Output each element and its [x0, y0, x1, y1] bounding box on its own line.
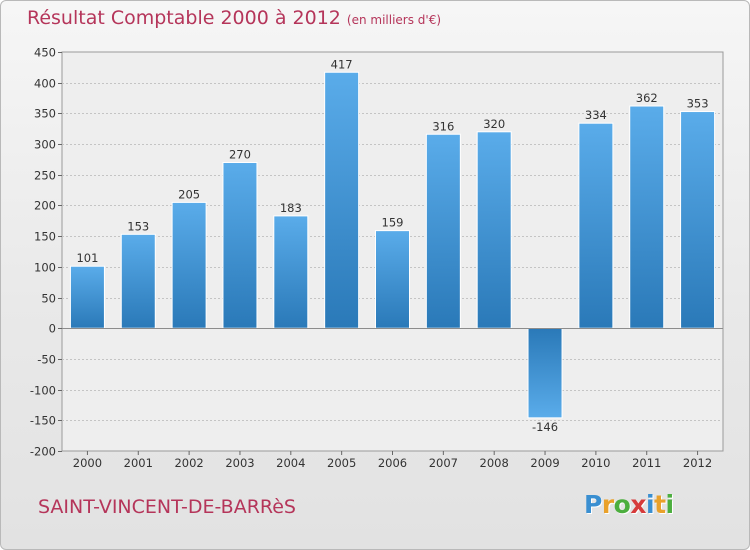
- bar-2010: [578, 122, 614, 329]
- y-tick-label: 0: [49, 322, 56, 336]
- y-tick-label: 50: [41, 292, 56, 306]
- chart-title-unit: (en milliers d'€): [346, 13, 442, 27]
- logo-letter: P: [584, 490, 602, 519]
- data-label-2001: 153: [127, 219, 149, 233]
- logo-letter: o: [613, 490, 631, 519]
- logo-letter: x: [630, 490, 646, 519]
- y-tick-label: 300: [34, 138, 56, 152]
- data-label-2004: 183: [280, 201, 302, 215]
- data-label-2005: 417: [331, 57, 353, 71]
- logo-letter: i: [665, 490, 675, 519]
- y-tick-label: 350: [34, 107, 56, 121]
- data-label-2009: -146: [532, 420, 558, 434]
- data-label-2010: 334: [585, 108, 607, 122]
- bar-2000: [69, 265, 105, 329]
- x-tick-label-2002: 2002: [174, 456, 203, 470]
- bar-2002: [171, 201, 207, 329]
- bar-2012: [680, 111, 716, 329]
- y-tick-label: 250: [34, 169, 56, 183]
- bar-2006: [375, 230, 410, 329]
- y-tick-label: -200: [30, 445, 56, 459]
- y-tick-label: 200: [34, 199, 56, 213]
- x-tick-label-2012: 2012: [683, 456, 712, 470]
- commune-name: SAINT-VINCENT-DE-BARRèS: [38, 496, 296, 518]
- bar-2009: [527, 327, 563, 419]
- x-tick-label-2008: 2008: [480, 456, 509, 470]
- y-tick-label: 150: [34, 230, 56, 244]
- proxiti-logo: Proxiti: [584, 490, 674, 519]
- logo-letter: r: [601, 490, 614, 519]
- y-tick-label: -150: [30, 414, 56, 428]
- x-tick-label-2006: 2006: [378, 456, 407, 470]
- bar-2007: [425, 133, 461, 329]
- chart-title-text: Résultat Comptable 2000 à 2012: [27, 7, 341, 29]
- data-label-2012: 353: [687, 97, 709, 111]
- data-label-2007: 316: [432, 119, 454, 133]
- x-tick-label-2009: 2009: [530, 456, 559, 470]
- x-tick-label-2005: 2005: [327, 456, 356, 470]
- x-tick-label-2000: 2000: [73, 456, 102, 470]
- x-tick-label-2011: 2011: [632, 456, 661, 470]
- bar-2008: [476, 131, 512, 329]
- data-label-2011: 362: [636, 91, 658, 105]
- x-tick-label-2007: 2007: [429, 456, 458, 470]
- logo-letter: i: [646, 490, 655, 519]
- data-label-2003: 270: [229, 147, 251, 161]
- y-tick-label: 400: [34, 77, 56, 91]
- logo-letter: t: [654, 490, 666, 519]
- bar-2004: [273, 215, 309, 329]
- data-label-2008: 320: [483, 117, 505, 131]
- bar-2005: [324, 71, 360, 329]
- bar-2001: [120, 233, 156, 329]
- data-label-2002: 205: [178, 187, 200, 201]
- bar-2011: [629, 105, 665, 329]
- y-tick-label: 100: [34, 261, 56, 275]
- x-tick-label-2004: 2004: [276, 456, 305, 470]
- chart-title: Résultat Comptable 2000 à 2012 (en millie…: [27, 7, 441, 29]
- y-tick-label: -50: [37, 353, 56, 367]
- x-tick-label-2001: 2001: [124, 456, 153, 470]
- data-label-2006: 159: [382, 216, 404, 230]
- y-tick-label: 450: [34, 46, 56, 60]
- x-tick-label-2003: 2003: [225, 456, 254, 470]
- data-label-2000: 101: [76, 251, 98, 265]
- bar-2003: [222, 161, 258, 329]
- y-tick-label: -100: [30, 384, 56, 398]
- x-tick-label-2010: 2010: [581, 456, 610, 470]
